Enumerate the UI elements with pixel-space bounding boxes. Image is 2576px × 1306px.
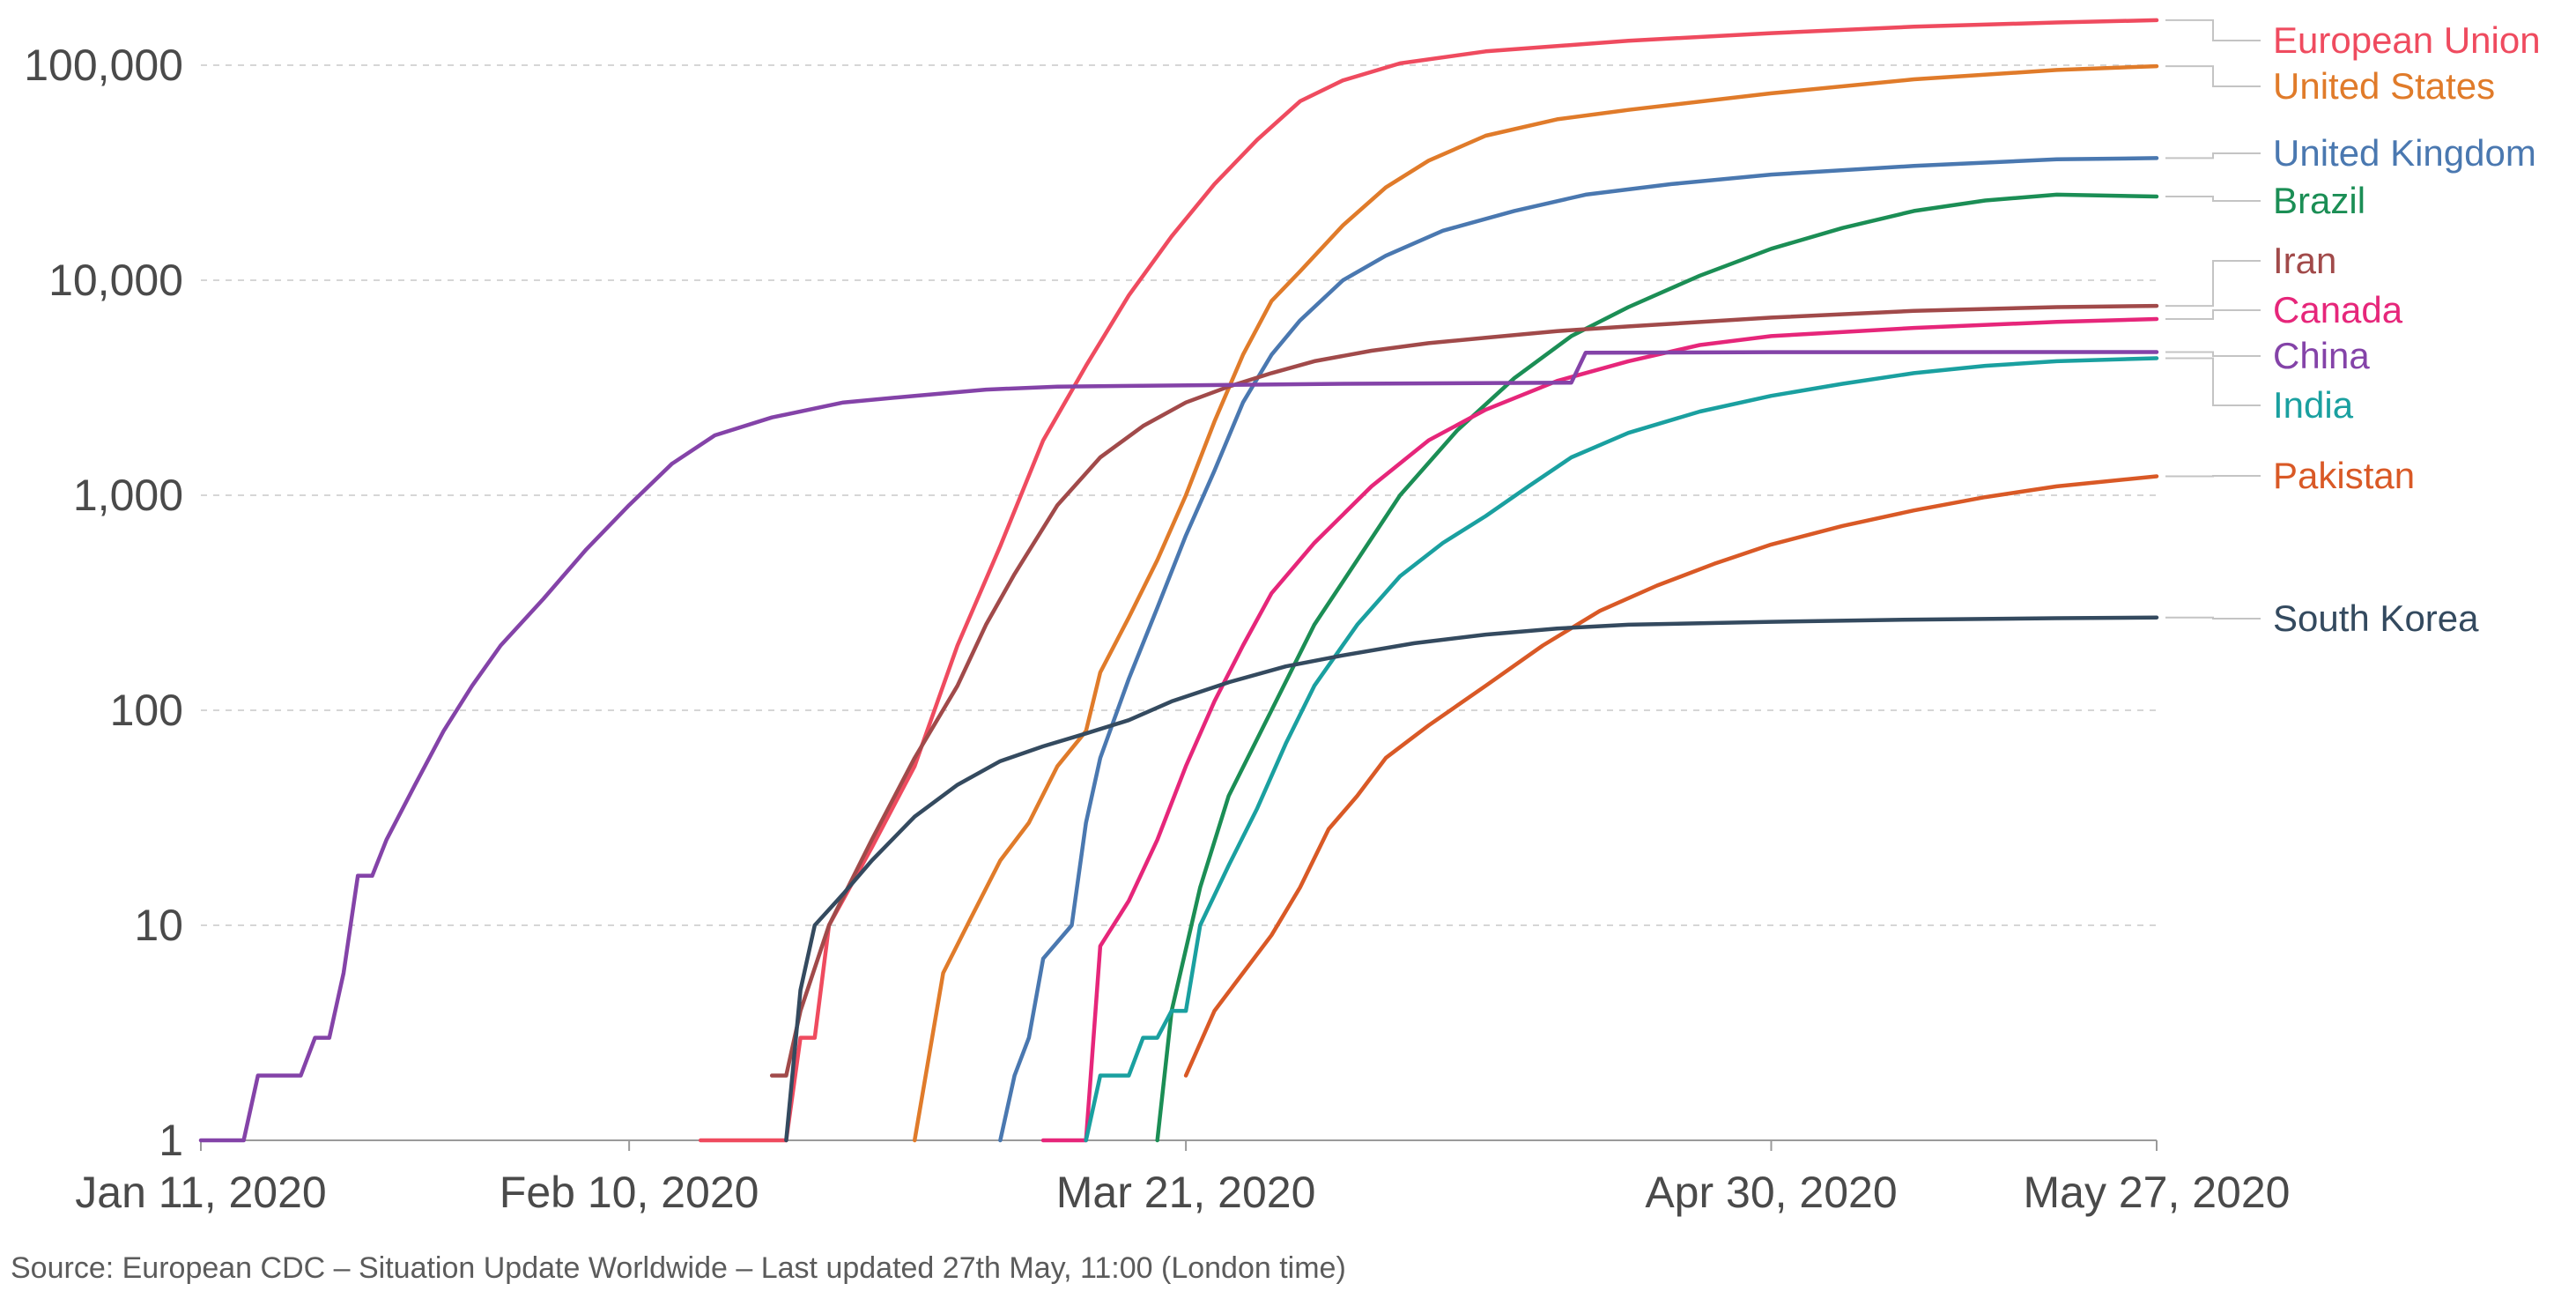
series-line-brazil	[1155, 192, 2159, 1143]
legend-label-pakistan: Pakistan	[2273, 455, 2415, 496]
x-tick-label: Apr 30, 2020	[1645, 1168, 1897, 1217]
x-tick-label: Jan 11, 2020	[75, 1168, 326, 1217]
series-line-united-states	[912, 63, 2159, 1143]
series-line-canada	[1040, 316, 2159, 1143]
y-tick-label: 100	[110, 686, 183, 735]
legend-connector-brazil	[2165, 196, 2261, 202]
series-line-india	[1084, 356, 2159, 1143]
legend-connector-iran	[2165, 260, 2261, 308]
source-note: Source: European CDC – Situation Update …	[11, 1251, 1346, 1285]
y-tick-label: 100,000	[24, 41, 183, 90]
series-line-pakistan	[1183, 474, 2159, 1078]
x-axis: Jan 11, 2020 Feb 10, 2020 Mar 21, 2020 Apr …	[75, 1139, 2291, 1217]
y-tick-label: 1,000	[73, 471, 183, 520]
y-tick-label: 10,000	[48, 256, 183, 305]
y-axis-ticks: 1 10 100 1,000 10,000 100,000	[24, 41, 183, 1165]
legend-label-united-kingdom: United Kingdom	[2273, 132, 2536, 174]
series-lines	[198, 18, 2159, 1143]
legend-label-united-states: United States	[2273, 65, 2495, 107]
x-tick-label: Mar 21, 2020	[1056, 1168, 1316, 1217]
gridlines	[201, 64, 2157, 926]
series-line-european-union	[698, 18, 2159, 1143]
x-tick-label: Feb 10, 2020	[500, 1168, 759, 1217]
legend-connector-pakistan	[2165, 475, 2261, 478]
series-line-iran	[769, 303, 2159, 1078]
legend-label-iran: Iran	[2273, 240, 2336, 281]
series-line-china	[198, 350, 2159, 1143]
legend-connector-india	[2165, 357, 2261, 406]
legend-connector-south-korea	[2165, 616, 2261, 620]
y-tick-label: 1	[159, 1116, 183, 1165]
legend-label-european-union: European Union	[2273, 19, 2541, 61]
legend-connector-united-states	[2165, 65, 2261, 87]
legend-label-brazil: Brazil	[2273, 180, 2365, 221]
legend-connector-united-kingdom	[2165, 152, 2261, 160]
legend-label-china: China	[2273, 335, 2370, 376]
legend-label-south-korea: South Korea	[2273, 597, 2479, 639]
series-line-south-korea	[784, 615, 2159, 1143]
y-tick-label: 10	[134, 901, 183, 950]
legend-connector-canada	[2165, 309, 2261, 320]
x-tick-label: May 27, 2020	[2024, 1168, 2291, 1217]
legend-connector-china	[2165, 351, 2261, 357]
legend-connector-european-union	[2165, 19, 2261, 41]
legend-label-canada: Canada	[2273, 289, 2403, 330]
legend-label-india: India	[2273, 384, 2354, 426]
